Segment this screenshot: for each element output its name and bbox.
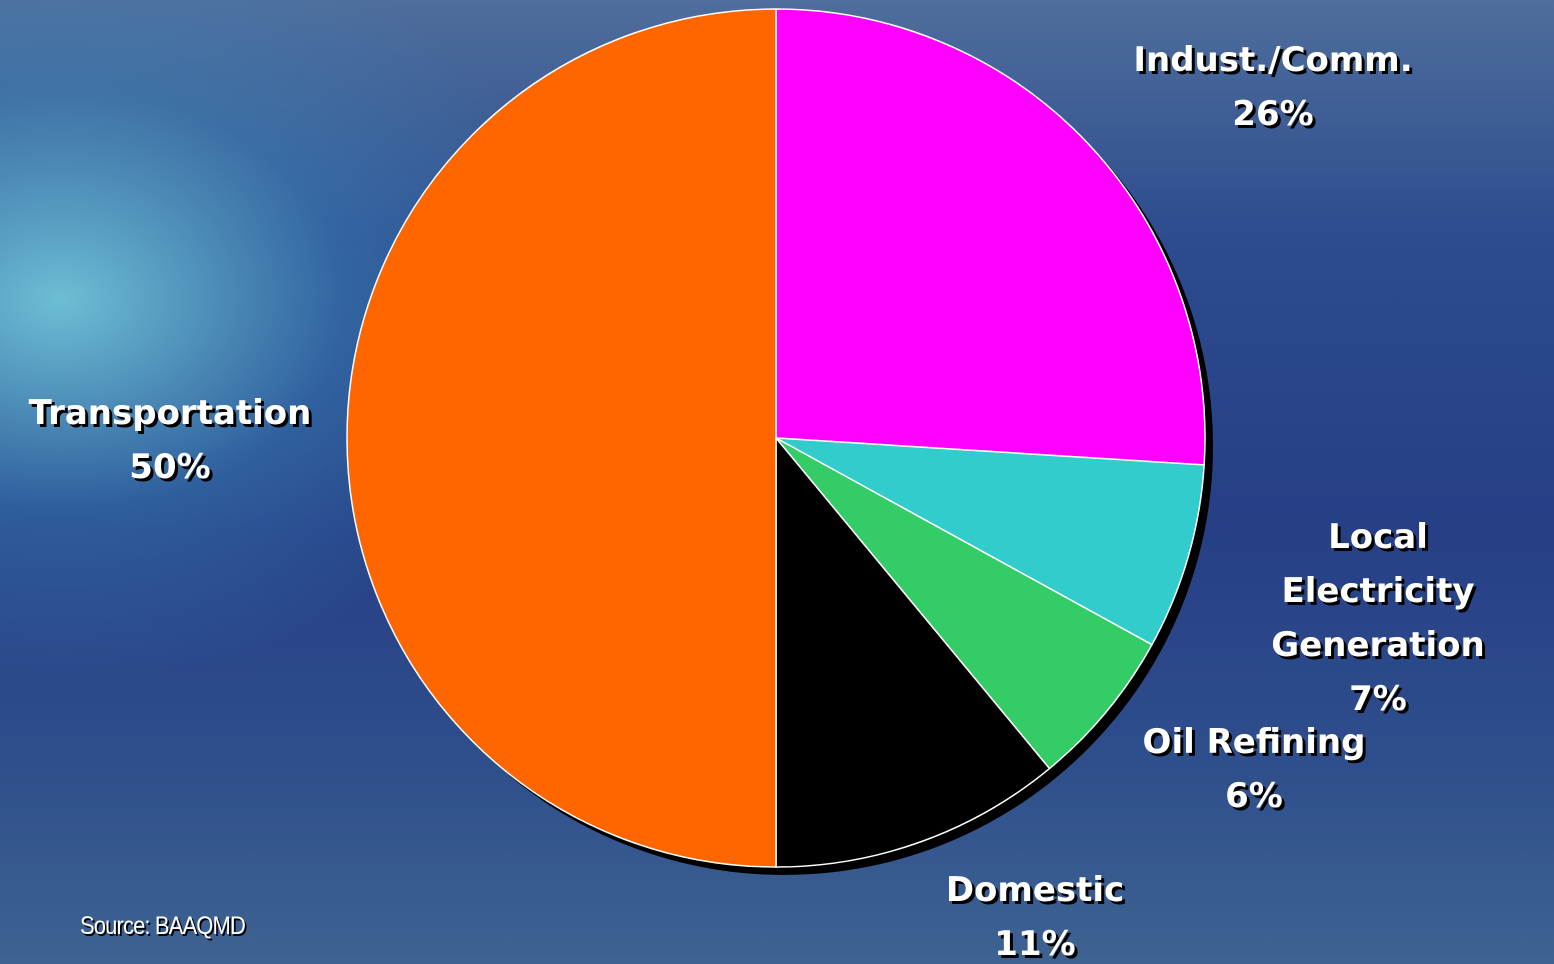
slice-label: Indust./Comm.26% [1133,33,1412,141]
category-label: Local Electricity Generation [1271,510,1484,672]
category-label: Oil Refining [1143,715,1366,769]
category-label: Domestic [946,863,1124,917]
slide: Source: BAAQMD Indust./Comm.26% Local Ele… [0,0,1554,964]
category-label: Indust./Comm. [1133,33,1412,87]
value-label: 6% [1143,769,1366,823]
value-label: 11% [946,917,1124,964]
category-label: Transportation [29,386,312,440]
value-label: 26% [1133,87,1412,141]
value-label: 50% [29,440,312,494]
pie-slice [347,9,776,867]
source-note: Source: BAAQMD [80,912,245,941]
